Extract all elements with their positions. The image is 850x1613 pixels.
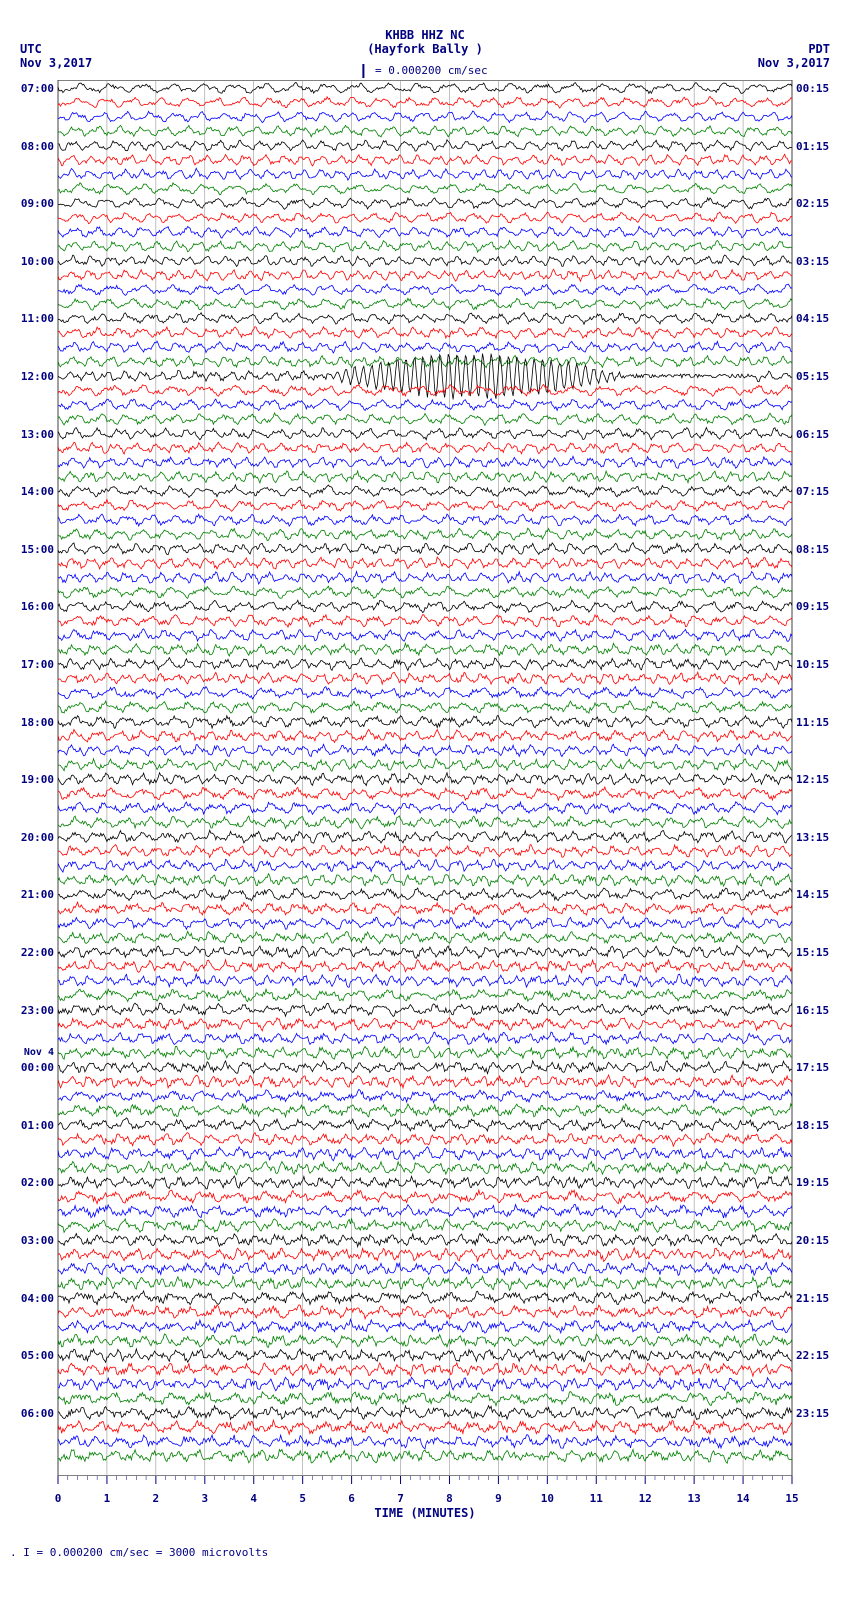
utc-hour-label: 11:00: [10, 312, 54, 325]
pdt-hour-label: 06:15: [796, 428, 840, 441]
utc-hour-label: 01:00: [10, 1119, 54, 1132]
x-tick-label: 2: [153, 1492, 160, 1505]
x-tick-label: 1: [104, 1492, 111, 1505]
x-tick-label: 3: [201, 1492, 208, 1505]
utc-hour-label: 13:00: [10, 428, 54, 441]
pdt-hour-label: 10:15: [796, 658, 840, 671]
x-tick-label: 9: [495, 1492, 502, 1505]
pdt-hour-label: 16:15: [796, 1004, 840, 1017]
utc-hour-label: 14:00: [10, 485, 54, 498]
utc-hour-label: 02:00: [10, 1176, 54, 1189]
pdt-hour-label: 21:15: [796, 1292, 840, 1305]
utc-hour-label: 08:00: [10, 140, 54, 153]
utc-hour-label: 00:00: [10, 1061, 54, 1074]
utc-day-break-label: Nov 4: [10, 1047, 54, 1058]
pdt-hour-label: 07:15: [796, 485, 840, 498]
pdt-hour-label: 03:15: [796, 255, 840, 268]
x-axis-label: TIME (MINUTES): [374, 1506, 475, 1520]
utc-hour-label: 22:00: [10, 946, 54, 959]
utc-hour-label: 10:00: [10, 255, 54, 268]
footer-scale-note: . I = 0.000200 cm/sec = 3000 microvolts: [10, 1546, 840, 1559]
pdt-label: PDT: [808, 42, 830, 56]
station-code: KHBB HHZ NC: [385, 28, 464, 42]
x-axis: TIME (MINUTES) 0123456789101112131415: [10, 1476, 840, 1516]
scale-bar-icon: [362, 64, 364, 78]
utc-time-axis: 07:00 08:00 09:00 10:00 11:00 12:00 13:00 14:00…: [10, 80, 54, 1476]
utc-hour-label: 03:00: [10, 1234, 54, 1247]
utc-hour-label: 23:00: [10, 1004, 54, 1017]
x-tick-label: 12: [639, 1492, 652, 1505]
helicorder-plot: 07:00 08:00 09:00 10:00 11:00 12:00 13:00 14:00…: [10, 80, 840, 1476]
utc-hour-label: 15:00: [10, 543, 54, 556]
pdt-hour-label: 13:15: [796, 831, 840, 844]
utc-date: Nov 3,2017: [20, 56, 92, 70]
pdt-hour-label: 05:15: [796, 370, 840, 383]
x-tick-label: 15: [785, 1492, 798, 1505]
x-tick-label: 7: [397, 1492, 404, 1505]
pdt-hour-label: 01:15: [796, 140, 840, 153]
x-tick-label: 4: [250, 1492, 257, 1505]
utc-hour-label: 20:00: [10, 831, 54, 844]
station-name: (Hayfork Bally ): [367, 42, 483, 56]
utc-hour-label: 16:00: [10, 600, 54, 613]
utc-hour-label: 21:00: [10, 888, 54, 901]
pdt-hour-label: 08:15: [796, 543, 840, 556]
utc-hour-label: 09:00: [10, 197, 54, 210]
utc-hour-label: 05:00: [10, 1349, 54, 1362]
x-tick-label: 6: [348, 1492, 355, 1505]
x-tick-label: 5: [299, 1492, 306, 1505]
x-tick-label: 11: [590, 1492, 603, 1505]
utc-hour-label: 06:00: [10, 1407, 54, 1420]
x-tick-label: 0: [55, 1492, 62, 1505]
pdt-date: Nov 3,2017: [758, 56, 830, 70]
pdt-hour-label: 15:15: [796, 946, 840, 959]
pdt-hour-label: 09:15: [796, 600, 840, 613]
utc-hour-label: 04:00: [10, 1292, 54, 1305]
utc-label: UTC: [20, 42, 42, 56]
scale-value: = 0.000200 cm/sec: [375, 64, 488, 77]
x-tick-label: 10: [541, 1492, 554, 1505]
x-tick-label: 13: [688, 1492, 701, 1505]
scale-legend: = 0.000200 cm/sec: [362, 64, 487, 78]
utc-hour-label: 17:00: [10, 658, 54, 671]
seismogram-header: UTC Nov 3,2017 PDT Nov 3,2017 KHBB HHZ N…: [10, 10, 840, 80]
pdt-time-axis: 00:15 01:15 02:15 03:15 04:15 05:15 06:15 07:15…: [796, 80, 840, 1476]
helicorder-svg: [10, 80, 840, 1476]
pdt-hour-label: 14:15: [796, 888, 840, 901]
utc-hour-label: 18:00: [10, 716, 54, 729]
pdt-hour-label: 00:15: [796, 82, 840, 95]
pdt-hour-label: 20:15: [796, 1234, 840, 1247]
pdt-hour-label: 17:15: [796, 1061, 840, 1074]
utc-hour-label: 07:00: [10, 82, 54, 95]
pdt-hour-label: 12:15: [796, 773, 840, 786]
pdt-hour-label: 11:15: [796, 716, 840, 729]
pdt-hour-label: 22:15: [796, 1349, 840, 1362]
utc-hour-label: 12:00: [10, 370, 54, 383]
x-tick-label: 14: [736, 1492, 749, 1505]
pdt-hour-label: 04:15: [796, 312, 840, 325]
pdt-hour-label: 23:15: [796, 1407, 840, 1420]
pdt-hour-label: 02:15: [796, 197, 840, 210]
utc-hour-label: 19:00: [10, 773, 54, 786]
x-tick-label: 8: [446, 1492, 453, 1505]
pdt-hour-label: 18:15: [796, 1119, 840, 1132]
pdt-hour-label: 19:15: [796, 1176, 840, 1189]
